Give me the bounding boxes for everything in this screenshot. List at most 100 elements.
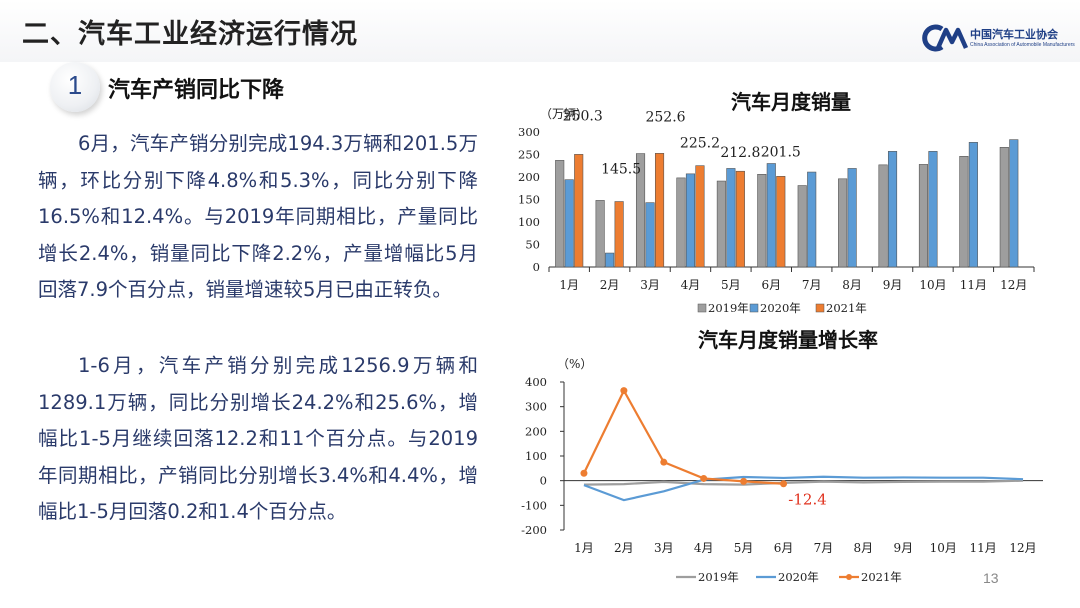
bar-2021年 [695,165,705,268]
line-legend-label: 2020年 [778,570,819,584]
bar-y-tick-label: 0 [533,260,540,274]
line-y-tick-label: 200 [525,424,547,438]
line-x-tick-label: 7月 [814,541,834,555]
bar-x-tick-label: 12月 [1000,278,1027,292]
bar-2020年 [645,202,655,268]
bar-x-tick-label: 9月 [883,278,903,292]
bar-2019年 [757,174,767,268]
bar-2020年 [564,179,574,268]
line-x-tick-label: 10月 [930,541,957,555]
bar-2020年 [928,151,938,268]
bar-chart-y-unit: （万辆） [540,107,588,121]
line-legend-marker [846,574,852,580]
bar-x-tick-label: 1月 [559,278,579,292]
line-x-tick-label: 4月 [694,541,714,555]
line-x-tick-label: 1月 [574,541,594,555]
bar-x-tick-label: 8月 [842,278,862,292]
logo-text-cn: 中国汽车工业协会 [970,28,1058,41]
bar-legend-label: 2019年 [708,301,749,315]
bar-2019年 [999,146,1009,268]
bar-legend-label: 2020年 [760,301,801,315]
body-paragraph-2: 1-6月，汽车产销分别完成1256.9万辆和1289.1万辆，同比分别增长24.… [38,354,478,523]
bar-legend-swatch [815,303,825,313]
bar-x-tick-label: 10月 [919,278,946,292]
bar-2019年 [676,177,686,268]
line-chart-title: 汽车月度销量增长率 [698,328,878,352]
bar-legend-label: 2021年 [826,301,867,315]
bar-x-tick-label: 11月 [960,278,987,292]
bar-y-tick-label: 250 [518,148,540,162]
line-x-tick-label: 5月 [734,541,754,555]
bar-2021年 [776,176,786,268]
bar-x-tick-label: 2月 [600,278,620,292]
line-y-tick-label: 400 [525,375,547,389]
line-point-2021 [660,458,668,466]
line-x-tick-label: 2月 [614,541,634,555]
line-x-tick-label: 3月 [654,541,674,555]
bar-data-label: 252.6 [645,109,685,125]
bar-2021年 [735,170,745,268]
bar-x-tick-label: 4月 [681,278,701,292]
line-annotation-label: -12.4 [788,491,826,509]
line-series-2021年 [582,388,784,485]
bar-data-label: 250.3 [563,108,603,124]
line-point-2021 [740,477,748,485]
bar-2021年 [654,153,665,268]
title-bar [0,0,1080,62]
line-y-tick-label: -200 [521,523,547,537]
caam-logo: 中国汽车工业协会 China Association of Automobile… [922,24,1075,52]
bar-2019年 [635,153,646,268]
bar-2019年 [716,180,726,268]
section-number-badge: 1 [50,62,100,112]
line-x-tick-label: 6月 [774,541,794,555]
bar-2020年 [807,171,817,268]
bar-2019年 [797,185,807,268]
line-point-2021 [700,474,708,482]
logo-text-en: China Association of Automobile Manufact… [970,42,1075,48]
line-x-tick-label: 9月 [893,541,913,555]
line-x-tick-label: 8月 [854,541,874,555]
line-legend-label: 2019年 [698,570,739,584]
line-chart-y-unit: （%） [557,357,592,371]
bar-2020年 [887,151,898,268]
bar-2020年 [766,163,776,268]
bar-2019年 [959,156,969,268]
line-x-tick-label: 12月 [1009,541,1036,555]
page-title: 二、汽车工业经济运行情况 [22,19,358,50]
bar-x-tick-label: 7月 [802,278,822,292]
bar-data-label: 212.8 [720,145,760,161]
bar-y-tick-label: 100 [518,215,540,229]
line-y-tick-label: 0 [540,474,547,488]
line-y-tick-label: 100 [525,449,547,463]
bar-2020年 [605,252,615,268]
bar-2020年 [1009,139,1019,268]
line-point-2021 [580,469,588,477]
body-paragraph-1: 6月，汽车产销分别完成194.3万辆和201.5万辆，环比分别下降4.8%和5.… [38,132,478,301]
line-x-tick-label: 11月 [969,541,996,555]
bar-y-tick-label: 50 [525,238,540,252]
bar-2020年 [726,168,736,268]
bar-2021年 [614,201,624,268]
line-legend-label: 2021年 [861,570,902,584]
caam-logo-icon [922,24,969,52]
bar-2019年 [595,200,605,268]
line-series-2020年 [583,475,1024,502]
line-point-2021 [620,387,628,395]
bar-2019年 [555,160,565,268]
bar-2019年 [918,164,929,268]
bar-legend-swatch [749,303,759,313]
section-number: 1 [67,70,83,100]
bar-y-tick-label: 150 [518,193,540,207]
line-y-tick-label: 300 [525,400,547,414]
bar-2019年 [838,178,848,268]
bar-data-label: 145.5 [601,162,641,178]
section-heading: 汽车产销同比下降 [108,78,285,103]
bar-y-tick-label: 200 [518,170,540,184]
bar-2020年 [847,168,857,268]
bar-chart-title: 汽车月度销量 [731,90,851,114]
bar-2020年 [968,142,978,268]
bar-data-label: 225.2 [680,136,720,152]
bar-x-tick-label: 5月 [721,278,741,292]
bar-legend-swatch [697,303,707,313]
bar-x-tick-label: 3月 [640,278,660,292]
